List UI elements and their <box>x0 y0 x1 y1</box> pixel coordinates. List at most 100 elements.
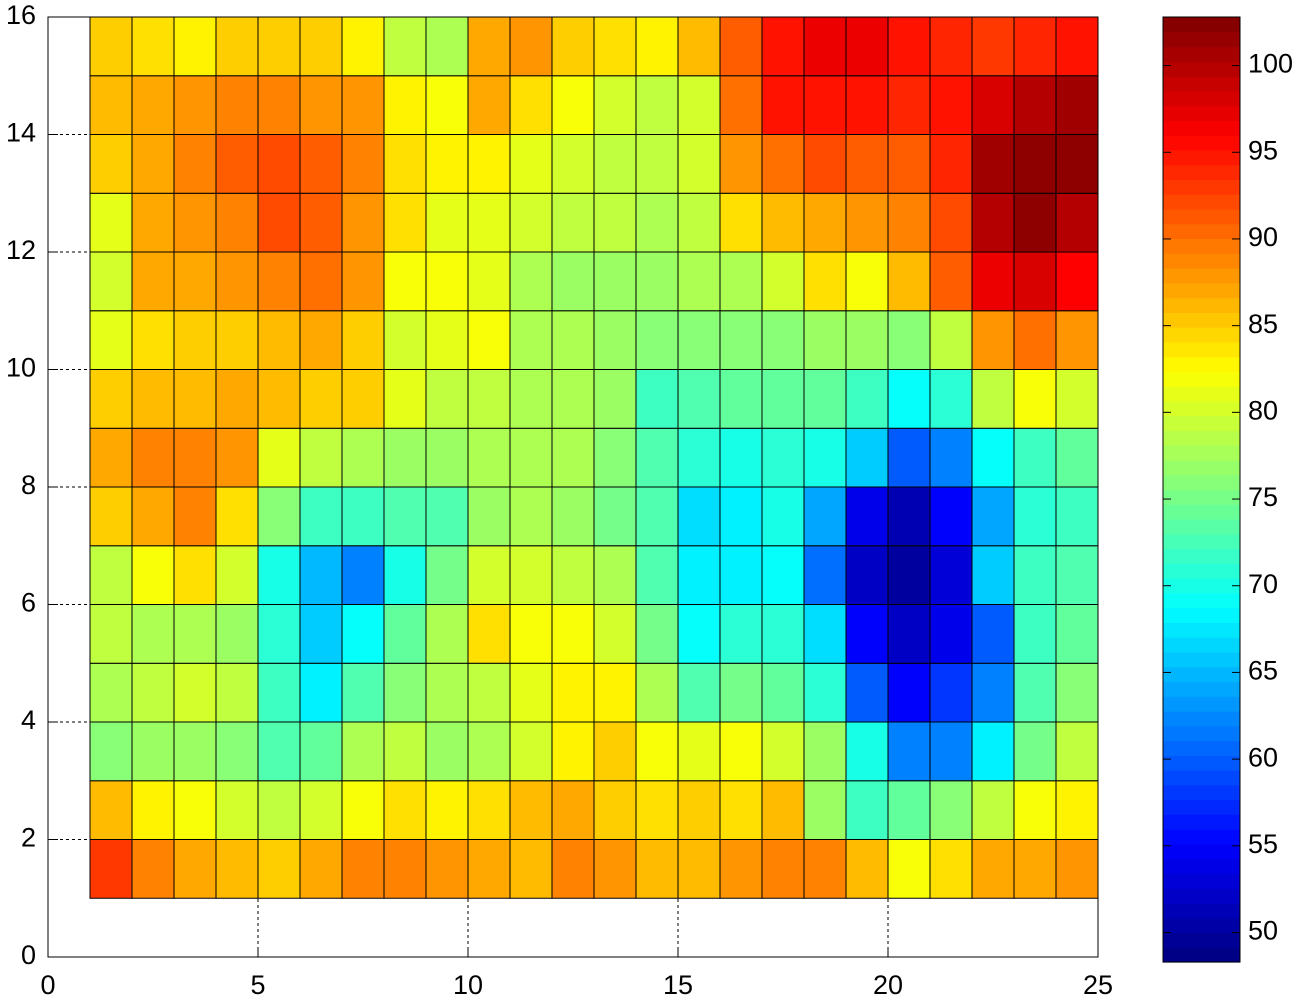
heatmap-cell <box>467 839 511 899</box>
heatmap-cell <box>425 839 469 899</box>
heatmap-cell <box>761 16 805 77</box>
heatmap-cell <box>341 251 385 312</box>
heatmap-cell <box>215 75 259 135</box>
heatmap-cell <box>383 662 427 723</box>
heatmap-cell <box>383 192 427 253</box>
heatmap-cell <box>593 604 637 664</box>
heatmap-cell <box>425 486 469 547</box>
heatmap-cell <box>929 134 973 194</box>
heatmap-cell <box>509 134 553 194</box>
heatmap-cell <box>257 16 301 77</box>
heatmap-cell <box>425 251 469 312</box>
colorbar-swatch <box>1163 135 1240 151</box>
heatmap-cell <box>593 75 637 135</box>
heatmap-cell <box>173 427 217 488</box>
colorbar-swatch <box>1163 46 1240 62</box>
heatmap-cell <box>131 545 175 605</box>
y-tick-label: 4 <box>21 705 36 735</box>
heatmap-cell <box>677 486 721 547</box>
colorbar-swatch <box>1163 533 1240 550</box>
heatmap-cell <box>551 16 595 77</box>
heatmap-cell <box>467 721 511 782</box>
x-tick-label: 10 <box>453 970 483 1000</box>
x-tick-label: 25 <box>1083 970 1113 1000</box>
heatmap-cell <box>131 75 175 135</box>
colorbar-swatch <box>1163 282 1240 299</box>
heatmap-cell <box>131 486 175 547</box>
heatmap-cell <box>971 369 1015 429</box>
heatmap-cell <box>1013 839 1057 899</box>
heatmap-cell <box>299 427 343 488</box>
heatmap-cell <box>845 780 889 840</box>
heatmap-cell <box>635 75 679 135</box>
heatmap-cell <box>215 310 259 370</box>
heatmap-cell <box>887 369 931 429</box>
heatmap-cell <box>89 662 133 723</box>
heatmap-cell <box>635 310 679 370</box>
heatmap-cell <box>467 16 511 77</box>
heatmap-cell <box>677 780 721 840</box>
heatmap-cell <box>719 486 763 547</box>
colorbar-swatch <box>1163 400 1240 417</box>
heatmap-cell <box>131 192 175 253</box>
heatmap-cell <box>593 251 637 312</box>
heatmap-cell <box>383 427 427 488</box>
heatmap-cell <box>887 75 931 135</box>
heatmap-cell <box>131 369 175 429</box>
colorbar-swatch <box>1163 371 1240 387</box>
heatmap-cell <box>341 427 385 488</box>
heatmap-cell <box>845 251 889 312</box>
colorbar-box <box>1162 16 1241 963</box>
heatmap-cell <box>719 192 763 253</box>
colorbar-swatch <box>1163 17 1240 33</box>
heatmap-cell <box>887 721 931 782</box>
heatmap-cell <box>383 251 427 312</box>
heatmap-cell <box>173 839 217 899</box>
heatmap-cell <box>425 134 469 194</box>
heatmap-cell <box>677 839 721 899</box>
heatmap-cell <box>1013 134 1057 194</box>
heatmap-cell <box>215 839 259 899</box>
heatmap-cell <box>761 251 805 312</box>
heatmap-cell <box>89 780 133 840</box>
heatmap-cell <box>635 662 679 723</box>
heatmap-cell <box>509 486 553 547</box>
heatmap-cell <box>929 780 973 840</box>
heatmap-cell <box>803 604 847 664</box>
heatmap-cell <box>887 427 931 488</box>
heatmap-cell <box>131 780 175 840</box>
heatmap-cell <box>719 75 763 135</box>
heatmap-cell <box>929 192 973 253</box>
heatmap-cell <box>173 545 217 605</box>
heatmap-cell <box>929 839 973 899</box>
heatmap-cell <box>173 16 217 77</box>
heatmap-cell <box>1013 192 1057 253</box>
colorbar-swatch <box>1163 622 1240 638</box>
heatmap-cell <box>593 780 637 840</box>
heatmap-cell <box>635 369 679 429</box>
heatmap-cell <box>173 369 217 429</box>
heatmap-cell <box>971 839 1015 899</box>
colorbar-swatch <box>1163 327 1240 343</box>
heatmap-cell <box>425 16 469 77</box>
heatmap-cell <box>971 134 1015 194</box>
heatmap-cell <box>1013 251 1057 312</box>
colorbar-swatch <box>1163 799 1240 815</box>
heatmap-cell <box>971 427 1015 488</box>
colorbar-tick-label: 55 <box>1248 829 1278 859</box>
colorbar-swatch <box>1163 607 1240 623</box>
heatmap-cell <box>887 486 931 547</box>
heatmap-cell <box>551 310 595 370</box>
colorbar-swatch <box>1163 179 1240 195</box>
colorbar-swatch <box>1163 445 1240 461</box>
colorbar-swatch <box>1163 563 1240 579</box>
x-tick-label: 5 <box>250 970 265 1000</box>
heatmap-cell <box>971 75 1015 135</box>
heatmap-cell <box>1055 134 1099 194</box>
heatmap-cell <box>1055 545 1099 605</box>
heatmap-cell <box>761 427 805 488</box>
heatmap-cell <box>761 75 805 135</box>
heatmap-cell <box>1055 427 1099 488</box>
heatmap-cell <box>551 251 595 312</box>
heatmap-cell <box>971 662 1015 723</box>
